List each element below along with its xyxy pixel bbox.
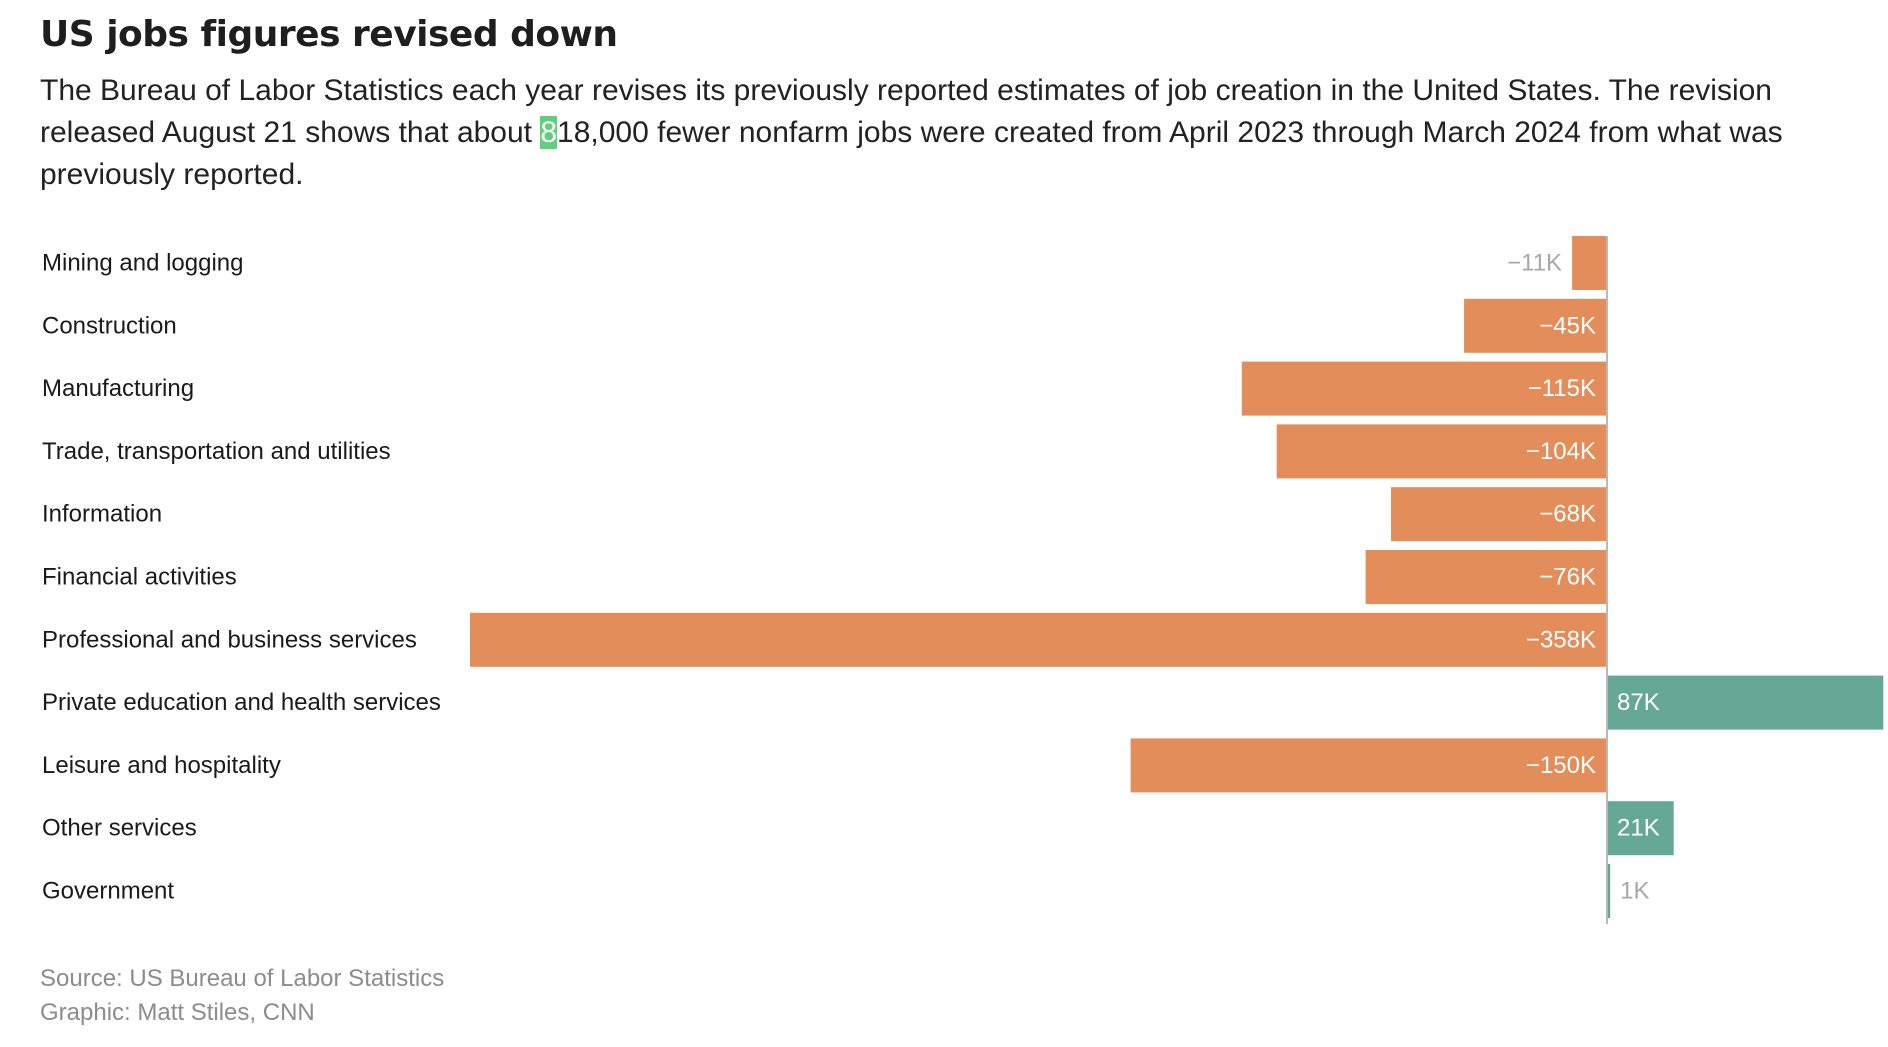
- category-label: Government: [42, 878, 174, 905]
- category-label: Financial activities: [42, 564, 237, 591]
- value-label: −11K: [1507, 250, 1562, 277]
- value-label: 87K: [1617, 689, 1660, 716]
- chart-description: The Bureau of Labor Statistics each year…: [40, 70, 1840, 196]
- bar: [1464, 298, 1607, 353]
- description-text-start: The Bureau of Labor Statistics each year…: [40, 74, 1772, 149]
- value-label: −358K: [1526, 626, 1596, 653]
- bar: [1365, 550, 1607, 604]
- category-label: Information: [42, 501, 162, 528]
- source-note: Source: US Bureau of Labor Statistics: [40, 965, 445, 992]
- category-label: Other services: [42, 815, 197, 842]
- value-label: 21K: [1617, 815, 1660, 842]
- chart-title: US jobs figures revised down: [40, 14, 618, 55]
- graphic-credit: Graphic: Matt Stiles, CNN: [40, 999, 315, 1026]
- value-label: −76K: [1539, 564, 1596, 591]
- chart-footer: Source: US Bureau of Labor Statistics Gr…: [40, 962, 444, 1030]
- value-label: −68K: [1539, 501, 1596, 528]
- category-label: Trade, transportation and utilities: [42, 438, 391, 465]
- bar: [1241, 361, 1607, 416]
- highlighted-digit: 8: [540, 116, 558, 149]
- category-label: Manufacturing: [42, 375, 194, 402]
- bar-chart: Mining and logging −11K Construction −45K Ma…: [42, 236, 1884, 924]
- value-label: 1K: [1620, 878, 1649, 905]
- category-label: Leisure and hospitality: [42, 752, 281, 779]
- bar: [1607, 675, 1884, 730]
- value-label: −115K: [1528, 375, 1596, 402]
- bar: [1607, 864, 1611, 918]
- value-label: −104K: [1526, 438, 1596, 465]
- bar: [1607, 801, 1674, 856]
- category-label: Mining and logging: [42, 250, 243, 277]
- bar: [1391, 487, 1607, 542]
- bar: [1130, 738, 1607, 793]
- bar: [1276, 424, 1607, 479]
- value-label: −45K: [1539, 312, 1596, 339]
- value-label: −150K: [1526, 752, 1596, 779]
- description-text-end: 18,000 fewer nonfarm jobs were created f…: [40, 116, 1783, 191]
- bar: [470, 612, 1607, 667]
- category-label: Private education and health services: [42, 689, 441, 716]
- category-label: Professional and business services: [42, 626, 417, 653]
- bar: [1572, 236, 1607, 290]
- category-label: Construction: [42, 312, 177, 339]
